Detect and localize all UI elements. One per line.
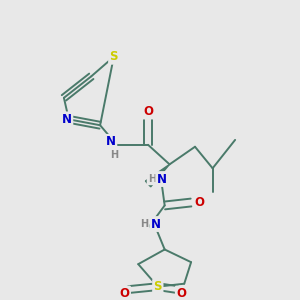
Text: S: S: [110, 50, 118, 63]
Text: S: S: [154, 280, 162, 293]
Text: N: N: [106, 135, 116, 148]
Text: O: O: [176, 287, 186, 300]
Text: N: N: [62, 113, 72, 126]
Text: O: O: [194, 196, 204, 209]
Text: H: H: [148, 174, 156, 184]
Text: O: O: [143, 105, 153, 118]
Text: O: O: [120, 287, 130, 300]
Text: H: H: [140, 219, 148, 229]
Polygon shape: [146, 164, 170, 187]
Text: N: N: [157, 172, 167, 185]
Text: N: N: [151, 218, 161, 230]
Text: H: H: [110, 150, 118, 160]
